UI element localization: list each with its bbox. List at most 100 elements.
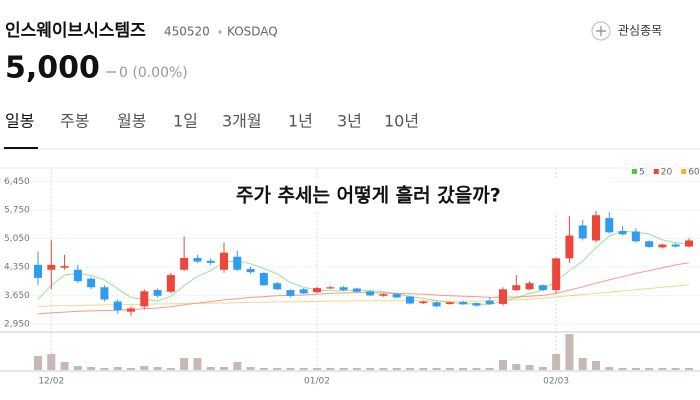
candle-body — [366, 291, 375, 296]
candle-body — [631, 231, 640, 242]
volume-bar — [100, 368, 109, 370]
volume-bar — [472, 368, 481, 370]
legend-swatch — [632, 169, 637, 174]
candle-body — [432, 302, 441, 307]
volume-bar — [366, 368, 375, 370]
candle-body — [140, 291, 149, 307]
candle-body — [299, 289, 308, 294]
volume-bar — [233, 362, 242, 370]
candle-body — [100, 287, 109, 300]
y-tick-label: 3,650 — [4, 291, 30, 301]
candle-body — [34, 264, 42, 278]
candle-body — [47, 264, 56, 270]
candle-body — [273, 283, 282, 290]
stock-name: 인스웨이브시스템즈 — [5, 21, 146, 41]
candle-body — [286, 290, 295, 296]
candle-body — [206, 260, 215, 263]
legend-label: 20 — [661, 168, 673, 178]
tab[interactable]: 일봉 — [5, 112, 34, 131]
candle-body — [538, 285, 547, 291]
volume-bar — [685, 368, 693, 370]
stock-market: KOSDAQ — [227, 25, 278, 39]
candle-body — [233, 256, 242, 270]
volume-bar — [73, 366, 82, 370]
candle-body — [512, 285, 521, 291]
volume-bar — [286, 368, 295, 370]
legend-swatch — [653, 169, 659, 174]
volume-bar — [326, 368, 335, 370]
tab[interactable]: 1년 — [288, 112, 313, 131]
x-tick-label: 12/02 — [38, 377, 64, 387]
legend-label: 60 — [688, 168, 700, 178]
legend-swatch — [681, 169, 687, 174]
y-tick-label: 5,750 — [4, 205, 30, 215]
volume-bar — [259, 368, 268, 370]
candle-body — [459, 301, 468, 305]
y-tick-label: 4,350 — [4, 262, 30, 272]
volume-bar — [313, 368, 321, 370]
candle-body — [193, 257, 202, 262]
volume-bar — [512, 364, 521, 370]
candle-body — [578, 225, 587, 239]
volume-bar — [193, 358, 202, 370]
volume-bar — [166, 368, 175, 370]
volume-bar — [180, 358, 189, 370]
candle-body — [220, 252, 228, 270]
candle-body — [419, 301, 428, 304]
candle-body — [485, 300, 494, 304]
volume-bar — [220, 367, 228, 370]
annotation-box — [232, 180, 610, 211]
volume-bar — [538, 367, 547, 370]
volume-bar — [47, 354, 56, 370]
volume-bar — [419, 368, 428, 370]
candle-body — [406, 296, 414, 304]
tab[interactable]: 3년 — [337, 112, 362, 131]
tab[interactable]: 10년 — [384, 112, 419, 131]
volume-bar — [392, 368, 401, 370]
volume-bar — [246, 367, 255, 370]
volume-bar — [485, 368, 494, 370]
volume-bar — [671, 368, 680, 370]
x-tick-label: 02/03 — [543, 377, 569, 387]
volume-bar — [432, 368, 441, 370]
candle-body — [379, 294, 388, 296]
volume-bar — [352, 368, 361, 370]
y-tick-label: 6,450 — [4, 177, 30, 187]
plus-icon[interactable] — [591, 21, 611, 41]
watch-label[interactable]: 관심종목 — [618, 24, 662, 38]
volume-bar — [552, 354, 561, 370]
tab[interactable]: 1일 — [173, 112, 198, 131]
volume-bar — [499, 360, 507, 370]
candle-body — [685, 240, 693, 247]
candle-body — [671, 244, 680, 247]
volume-bar — [525, 365, 534, 370]
moving-average-line — [37, 262, 690, 315]
candle-body — [60, 266, 69, 268]
candle-body — [472, 303, 481, 306]
watch-button[interactable]: 관심종목 — [591, 21, 662, 41]
volume-bar — [299, 368, 308, 370]
annotation: 주가 추세는 어떻게 흘러 갔을까? — [236, 184, 501, 207]
candle-body — [73, 269, 82, 282]
candle-body — [605, 218, 614, 233]
volume-bar — [113, 367, 122, 370]
candle-body — [113, 301, 122, 311]
tab[interactable]: 주봉 — [60, 112, 89, 131]
volume-bar — [140, 366, 149, 370]
candle-body — [352, 288, 361, 292]
candle-body — [645, 241, 654, 247]
y-tick-label: 2,950 — [4, 319, 30, 329]
tab[interactable]: 3개월 — [222, 112, 262, 131]
candle-body — [565, 235, 574, 259]
candle-body — [658, 244, 667, 248]
volume-bar — [592, 361, 600, 370]
candle-body — [525, 283, 534, 290]
price-change: 0 (0.00%) — [119, 65, 188, 81]
volume-bar — [406, 368, 414, 370]
tab[interactable]: 월봉 — [117, 112, 146, 131]
candle-body — [153, 290, 162, 296]
candle-body — [87, 278, 96, 288]
candle-body — [499, 289, 507, 304]
plus-sign[interactable] — [596, 26, 606, 36]
